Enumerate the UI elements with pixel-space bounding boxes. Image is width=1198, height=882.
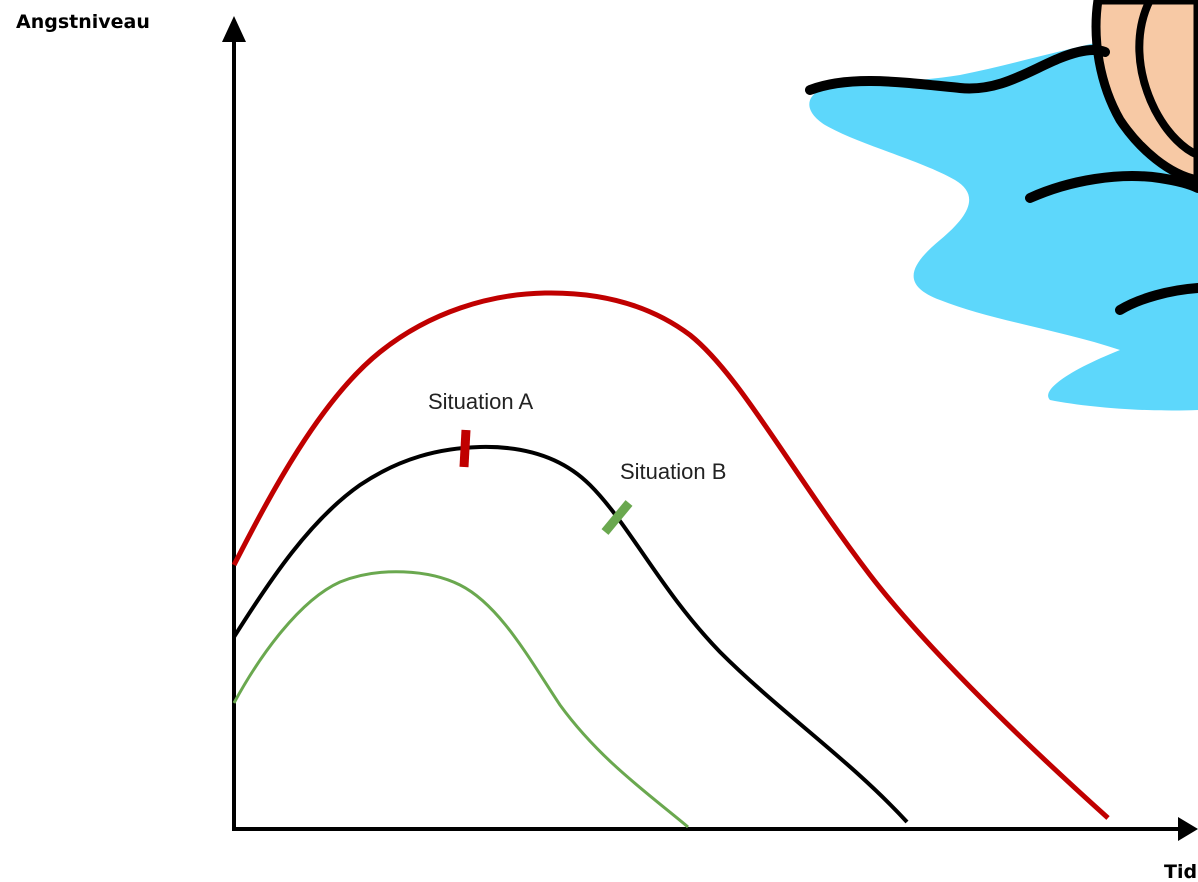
situation-b-marker — [601, 500, 633, 535]
x-axis-arrow — [1178, 817, 1198, 841]
situation-b-label: Situation B — [620, 459, 726, 484]
situation-a-marker — [459, 429, 471, 468]
wave-line-3 — [1115, 283, 1198, 315]
wave-line-2 — [1025, 171, 1198, 203]
mid-anxiety-curve — [232, 444, 909, 824]
axes — [222, 16, 1198, 841]
water-splash — [809, 40, 1198, 411]
high-anxiety-curve — [231, 290, 1110, 820]
wave-line-1 — [805, 45, 1110, 95]
low-anxiety-curve — [232, 570, 689, 829]
situation-a-label: Situation A — [428, 389, 534, 414]
y-axis-arrow — [222, 16, 246, 42]
x-axis-title: Tid — [1164, 861, 1197, 882]
y-axis-title: Angstniveau — [16, 11, 150, 33]
person-in-water-icon — [805, 0, 1198, 411]
ear-line — [1135, 0, 1198, 159]
